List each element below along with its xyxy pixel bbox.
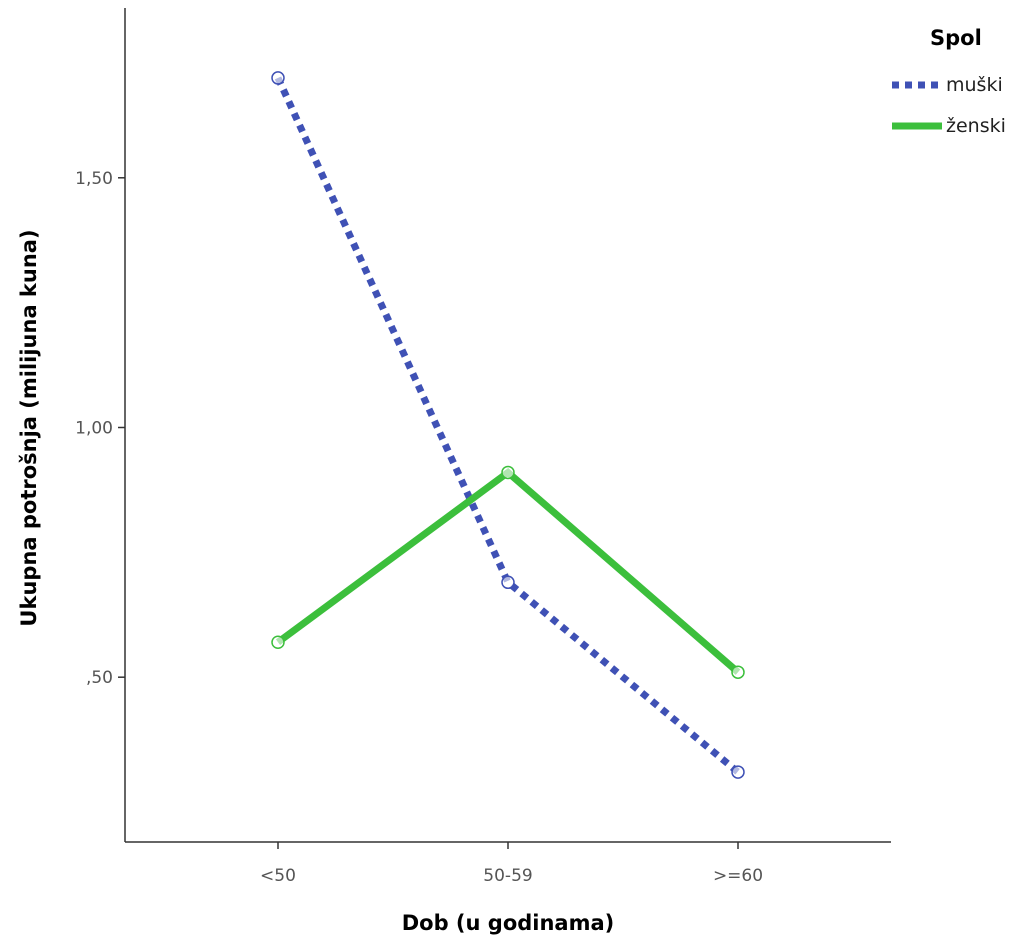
- data-point: [501, 575, 515, 590]
- x-tick-label: >=60: [713, 866, 763, 886]
- y-tick-label: 1,50: [75, 169, 113, 189]
- series-line: [274, 76, 741, 775]
- legend-items: muški ženski: [892, 74, 1006, 137]
- data-point: [271, 635, 285, 649]
- x-ticks: <50 50-59 >=60: [260, 842, 763, 886]
- series-line: [275, 467, 741, 675]
- legend-label: ženski: [946, 115, 1006, 137]
- y-axis-title: Ukupna potrošnja (milijuna kuna): [17, 229, 41, 626]
- legend: Spol muški ženski: [892, 26, 1006, 137]
- y-tick-label: ,50: [86, 668, 113, 688]
- x-tick-label: 50-59: [483, 866, 532, 886]
- data-point: [731, 765, 745, 779]
- y-ticks: ,50 1,00 1,50: [75, 169, 125, 688]
- data-point: [271, 71, 285, 85]
- legend-label: muški: [946, 74, 1003, 96]
- series-zenski: [271, 465, 745, 679]
- x-axis-title: Dob (u godinama): [402, 911, 615, 935]
- series-muski: [271, 71, 745, 779]
- x-tick-label: <50: [260, 866, 296, 886]
- data-point: [731, 665, 745, 679]
- y-tick-label: 1,00: [75, 418, 113, 438]
- series-layer: [271, 71, 745, 779]
- legend-title: Spol: [930, 26, 982, 50]
- data-point: [501, 465, 515, 480]
- axes: [124, 8, 891, 843]
